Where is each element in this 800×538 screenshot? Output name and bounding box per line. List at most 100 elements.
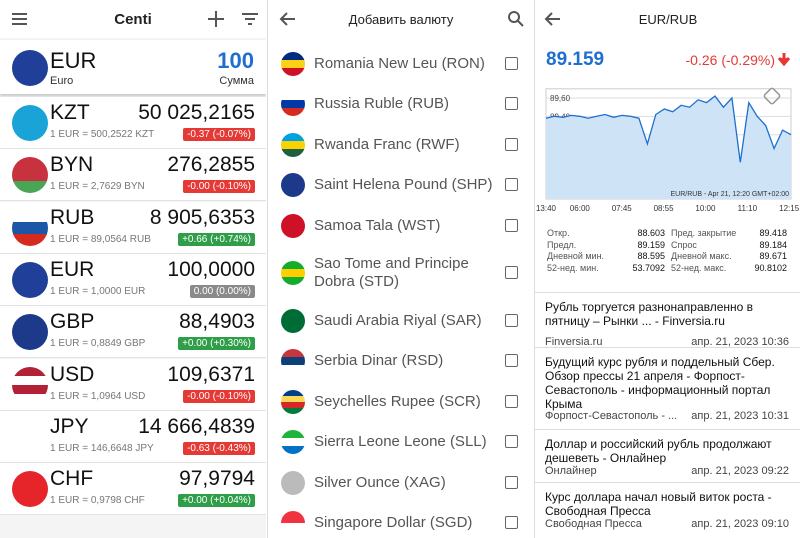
stripe (281, 365, 305, 373)
stat-value: 53.7092 (632, 262, 665, 273)
currency-option[interactable]: Saudi Arabia Riyal (SAR) (314, 312, 482, 329)
stripe (12, 471, 48, 508)
add-button[interactable] (206, 9, 226, 29)
currency-option[interactable]: Samoa Tala (WST) (314, 217, 441, 234)
base-code: EUR (50, 48, 97, 73)
news-date: апр. 21, 2023 09:22 (691, 465, 789, 477)
flag-stripes (12, 471, 48, 508)
app-title: Centi (114, 11, 152, 28)
currency-value: 100,0000 (167, 257, 255, 281)
flag-stripes (281, 430, 305, 454)
quote-panel: EUR/RUB 89.159 -0.26 (-0.29%) 88,6088,8089,… (534, 0, 800, 538)
currency-code: RUB (50, 205, 95, 229)
stripe (12, 393, 48, 403)
search-button[interactable] (506, 9, 526, 29)
checkbox[interactable] (505, 516, 518, 529)
currency-option[interactable]: Singapore Dollar (SGD) (314, 514, 473, 531)
checkbox[interactable] (505, 266, 518, 279)
news-title[interactable]: Будущий курс рубля и поддельный Сбер. Об… (545, 355, 775, 411)
sort-button[interactable] (240, 9, 260, 29)
stat-label: Предл. (547, 239, 577, 250)
currency-option[interactable]: Seychelles Rupee (SCR) (314, 393, 481, 410)
stripe (281, 408, 305, 414)
chart-caption: EUR/RUB - Apr 21, 12:20 GMT+02:00 (671, 191, 790, 198)
flag-stripes (281, 173, 305, 197)
stripe (281, 100, 305, 109)
stripe (281, 511, 305, 524)
stripe (12, 233, 48, 246)
flag-icon (281, 52, 305, 76)
change-badge: -0.63 (-0.43%) (183, 441, 255, 455)
news-divider (535, 347, 800, 348)
stripe (12, 221, 48, 235)
checkbox[interactable] (505, 476, 518, 489)
currency-option[interactable]: Rwanda Franc (RWF) (314, 136, 460, 153)
currency-value: 276,2855 (167, 153, 255, 177)
stripe (12, 157, 48, 170)
stripe (281, 446, 305, 454)
stripe (12, 314, 48, 351)
checkbox[interactable] (505, 354, 518, 367)
flag-icon (281, 430, 305, 454)
news-divider (535, 292, 800, 293)
flag-stripes (281, 261, 305, 285)
rate-text: 1 EUR = 0,8849 GBP (50, 338, 146, 350)
stripe (281, 438, 305, 447)
x-tick-label: 06:00 (570, 204, 591, 213)
currency-option[interactable]: Saint Helena Pound (SHP) (314, 176, 493, 193)
checkbox[interactable] (505, 138, 518, 151)
flag-stripes (281, 214, 305, 238)
currency-option[interactable]: Sao Tome and Principe Dobra (STD) (314, 255, 469, 290)
stripe (12, 366, 48, 376)
currency-option[interactable]: Russia Ruble (RUB) (314, 95, 450, 112)
base-name: Euro (50, 75, 74, 87)
currency-option[interactable]: Romania New Leu (RON) (314, 55, 485, 72)
checkbox[interactable] (505, 314, 518, 327)
news-divider (535, 429, 800, 430)
checkbox[interactable] (505, 178, 518, 191)
currency-code: EUR (50, 257, 95, 281)
stripe (12, 418, 48, 455)
change-badge: -0.00 (-0.10%) (183, 389, 255, 403)
rotate-icon[interactable] (762, 86, 782, 106)
flag-icon (12, 314, 48, 351)
down-arrow (777, 53, 791, 66)
checkbox[interactable] (505, 219, 518, 232)
currency-option[interactable]: Silver Ounce (XAG) (314, 474, 446, 491)
flag-stripes (12, 209, 48, 246)
stat-label: Спрос (671, 239, 697, 250)
rate-text: 1 EUR = 89,0564 RUB (50, 233, 151, 245)
back-button[interactable] (543, 9, 563, 29)
price-change: -0.26 (-0.29%) (685, 52, 775, 68)
news-title[interactable]: Курс доллара начал новый виток роста - С… (545, 490, 772, 518)
currency-option[interactable]: Serbia Dinar (RSD) (314, 352, 444, 369)
flag-icon (12, 471, 48, 508)
stat-label: Пред. закрытие (671, 228, 737, 238)
x-tick-label: 07:45 (612, 204, 633, 213)
flag-icon (281, 390, 305, 414)
checkbox[interactable] (505, 97, 518, 110)
change-badge: -0.00 (-0.10%) (183, 180, 255, 194)
stripe (12, 50, 48, 86)
back-button[interactable] (278, 9, 298, 29)
news-title[interactable]: Рубль торгуется разнонаправленно в пятни… (545, 300, 754, 328)
x-tick-label: 13:40 (536, 204, 557, 213)
flag-icon (12, 418, 48, 455)
base-amount[interactable]: 100 (217, 48, 254, 73)
flag-stripes (281, 309, 305, 333)
stripe (281, 390, 305, 397)
menu-button[interactable] (10, 9, 30, 29)
currency-option[interactable]: Sierra Leone Leone (SLL) (314, 433, 487, 450)
checkbox[interactable] (505, 57, 518, 70)
news-source: Finversia.ru (545, 336, 603, 348)
change-badge: 0.00 (0.00%) (189, 284, 255, 298)
news-title[interactable]: Доллар и российский рубль продолжают деш… (545, 437, 772, 465)
flag-stripes (12, 366, 48, 403)
checkbox[interactable] (505, 395, 518, 408)
stripe (281, 149, 305, 157)
news-source: Онлайнер (545, 465, 597, 477)
checkbox[interactable] (505, 435, 518, 448)
flag-icon (12, 50, 48, 86)
currency-code: KZT (50, 101, 90, 124)
